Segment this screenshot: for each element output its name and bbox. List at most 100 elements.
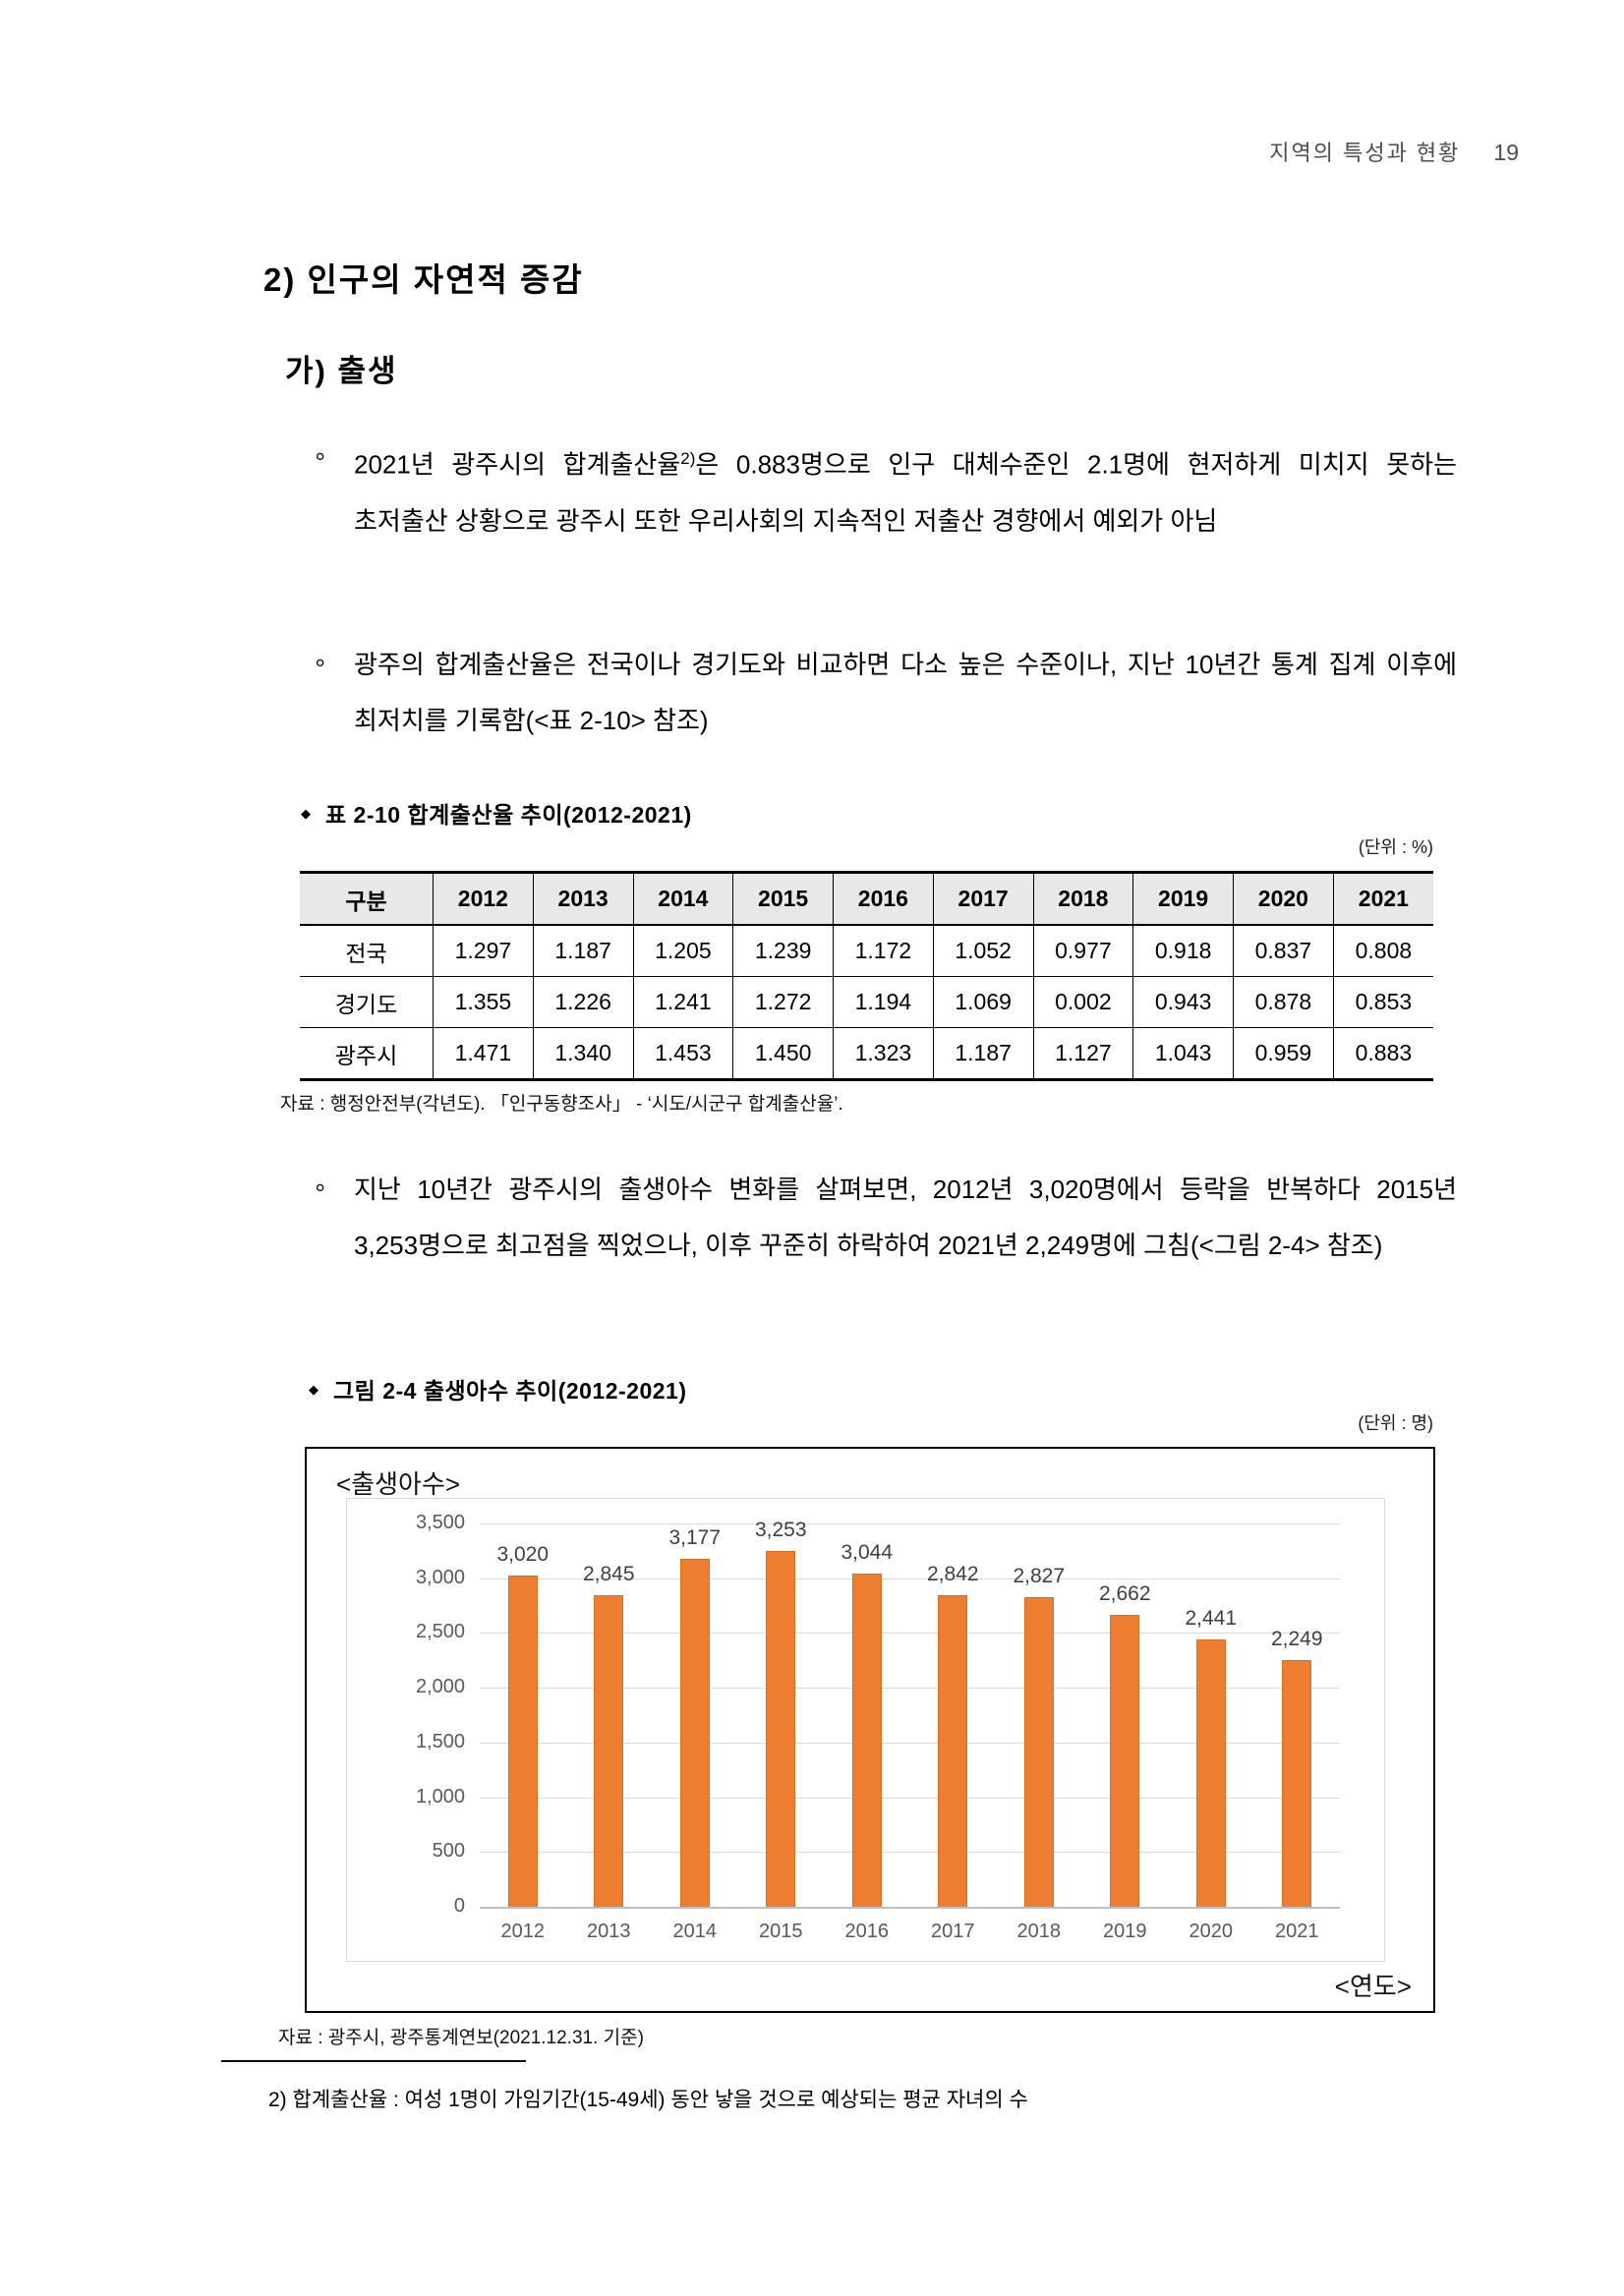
table-cell: 0.918 <box>1132 925 1234 977</box>
table-cell: 1.340 <box>532 1027 633 1080</box>
table-cell: 1.069 <box>932 976 1033 1028</box>
x-tick-label: 2017 <box>931 1921 975 1942</box>
x-tick-label: 2019 <box>1103 1921 1147 1942</box>
table-cell: 1.187 <box>532 925 633 977</box>
table-cell: 1.043 <box>1132 1027 1234 1080</box>
chart-inner-title: <출생아수> <box>336 1469 461 1499</box>
figure-unit-label: (단위 : 명) <box>1358 1413 1433 1433</box>
x-axis-line <box>480 1907 1340 1909</box>
col-header-year: 2018 <box>1032 872 1133 926</box>
bullet-1-run: 2021년 광주시의 합계출산율 <box>354 449 681 480</box>
table-cell: 1.187 <box>932 1027 1033 1080</box>
table-cell: 1.355 <box>433 976 534 1028</box>
table-cell: 0.878 <box>1233 976 1334 1028</box>
x-tick-label: 2021 <box>1275 1921 1319 1942</box>
y-tick-label: 500 <box>432 1840 465 1863</box>
table-header-row: 구분 2012 2013 2014 2015 2016 2017 2018 2019 2020 20… <box>300 872 1433 926</box>
y-tick-label: 1,500 <box>415 1730 465 1752</box>
table-cell: 1.471 <box>433 1027 534 1080</box>
table-row: 광주시 1.471 1.340 1.453 1.450 1.323 1.187 1.127 1.… <box>300 1027 1433 1080</box>
table-cell: 1.194 <box>833 976 934 1028</box>
table-cell: 1.205 <box>632 925 733 977</box>
x-tick-label: 2020 <box>1189 1921 1234 1942</box>
bar-value-label: 3,044 <box>841 1540 894 1564</box>
bullet-paragraph-3: ∘ 지난 10년간 광주시의 출생아수 변화를 살펴보면, 2012년 3,02… <box>313 1162 1457 1274</box>
y-tick-label: 2,500 <box>415 1621 465 1643</box>
table-cell: 1.226 <box>532 976 633 1028</box>
bullet-1-run: 은 0.883명으로 인구 대체수준인 2.1명에 현저하게 미치지 못하는 초… <box>354 449 1457 536</box>
table-cell: 1.272 <box>732 976 834 1028</box>
table-cell: 0.837 <box>1233 925 1334 977</box>
col-header-year: 2020 <box>1233 872 1334 926</box>
bar-value-label: 2,249 <box>1270 1628 1323 1651</box>
bar-value-label: 2,827 <box>1013 1564 1066 1587</box>
col-header-year: 2012 <box>433 872 534 926</box>
x-tick-label: 2015 <box>759 1921 803 1942</box>
bullet-text: 지난 10년간 광주시의 출생아수 변화를 살펴보면, 2012년 3,020명… <box>354 1175 1457 1260</box>
gridline <box>480 1797 1340 1799</box>
bar-2012 <box>507 1576 538 1907</box>
table-cell: 1.323 <box>833 1027 934 1080</box>
x-tick-label: 2013 <box>587 1921 631 1942</box>
page-header: 지역의 특성과 현황 19 <box>0 136 1519 167</box>
x-axis-title: <연도> <box>1334 1972 1412 2001</box>
gridline <box>480 1688 1340 1690</box>
row-label: 전국 <box>345 940 387 966</box>
bullet-text: 광주의 합계출산율은 전국이나 경기도와 비교하면 다소 높은 수준이나, 지난… <box>354 650 1457 735</box>
col-header-year: 2019 <box>1132 872 1234 926</box>
table-row: 전국 1.297 1.187 1.205 1.239 1.172 1.052 0.977 0.9… <box>300 925 1433 977</box>
gridline <box>480 1578 1340 1579</box>
table-cell: 0.002 <box>1032 976 1133 1028</box>
gridline <box>480 1523 1340 1524</box>
table-cell: 0.853 <box>1332 976 1433 1028</box>
bullet-icon: ∘ <box>313 1175 328 1201</box>
table-caption: ◆ 표 2-10 합계출산율 추이(2012-2021) <box>301 796 692 830</box>
figure-caption: ◆ 그림 2-4 출생아수 추이(2012-2021) <box>309 1372 687 1406</box>
fertility-table: 구분 2012 2013 2014 2015 2016 2017 2018 2019 2020 20… <box>300 871 1433 1081</box>
col-header-year: 2013 <box>532 872 633 926</box>
table-cell: 1.052 <box>932 925 1033 977</box>
gridline <box>480 1633 1340 1635</box>
page-number: 19 <box>1493 140 1519 165</box>
bullet-paragraph-2: ∘ 광주의 합계출산율은 전국이나 경기도와 비교하면 다소 높은 수준이나, … <box>313 637 1457 749</box>
col-header-year: 2017 <box>932 872 1033 926</box>
diamond-icon: ◆ <box>309 1382 319 1397</box>
y-tick-label: 3,500 <box>415 1512 465 1533</box>
bullet-text: 2021년 광주시의 합계출산율2)은 0.883명으로 인구 대체수준인 2.… <box>354 430 1457 549</box>
bar-2019 <box>1110 1615 1140 1907</box>
table-cell: 1.241 <box>632 976 733 1028</box>
table-cell: 1.239 <box>732 925 834 977</box>
y-tick-label: 2,000 <box>415 1676 465 1698</box>
table-cell: 1.450 <box>732 1027 834 1080</box>
table-cell: 0.943 <box>1132 976 1234 1028</box>
col-header-year: 2015 <box>732 872 834 926</box>
col-header-year: 2014 <box>632 872 733 926</box>
running-head: 지역의 특성과 현황 <box>1269 141 1461 165</box>
row-label: 광주시 <box>300 1027 434 1080</box>
table-row: 경기도 1.355 1.226 1.241 1.272 1.194 1.069 0.002 0.… <box>300 976 1433 1028</box>
table-unit-label: (단위 : %) <box>1358 837 1433 857</box>
bar-value-label: 3,177 <box>668 1525 722 1549</box>
bar-value-label: 3,020 <box>496 1543 550 1567</box>
col-header-year: 2016 <box>833 872 934 926</box>
bar-2015 <box>766 1550 796 1907</box>
bar-value-label: 3,253 <box>754 1518 807 1541</box>
bar-2018 <box>1023 1596 1054 1907</box>
table-source: 자료 : 행정안전부(각년도). 「인구동향조사」 - ‘시도/시군구 합계출산… <box>280 1094 843 1115</box>
table-cell: 0.883 <box>1332 1027 1433 1080</box>
subsection-title: 가) 출생 <box>285 354 398 388</box>
x-tick-label: 2012 <box>500 1921 546 1942</box>
footnote-separator <box>221 2060 526 2062</box>
row-label: 경기도 <box>300 976 434 1028</box>
bullet-paragraph-1: ∘ 2021년 광주시의 합계출산율2)은 0.883명으로 인구 대체수준인 … <box>313 430 1457 549</box>
diamond-icon: ◆ <box>301 806 311 821</box>
table-cell: 0.808 <box>1332 925 1433 977</box>
bar-2021 <box>1282 1660 1312 1907</box>
table-cell: 0.977 <box>1032 925 1133 977</box>
table-cell: 1.127 <box>1032 1027 1133 1080</box>
figure-caption-text: 그림 2-4 출생아수 추이(2012-2021) <box>333 1378 687 1404</box>
table-cell: 1.297 <box>433 925 534 977</box>
birth-count-chart: <출생아수> 3,500 3,000 2,500 2,000 1,500 1,000 500… <box>305 1447 1435 2013</box>
chart-plot-area: 3,500 3,000 2,500 2,000 1,500 1,000 500 0 3,020 2… <box>346 1498 1385 1962</box>
bullet-icon: ∘ <box>313 443 328 470</box>
